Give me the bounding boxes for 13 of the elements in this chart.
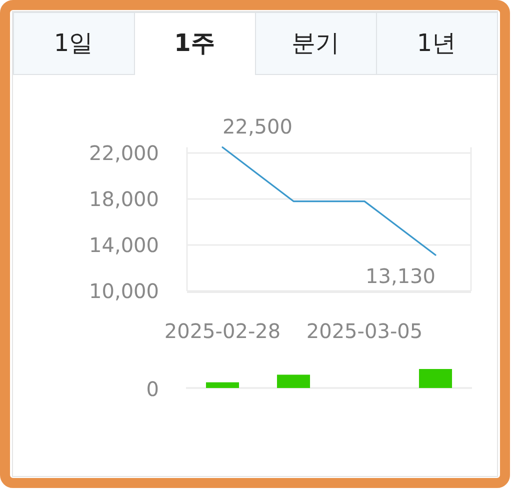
tab: 1주 <box>134 12 256 76</box>
y-tick-label: 22,000 <box>89 141 159 165</box>
annotations: 0 <box>146 377 159 401</box>
y-tick-label: 10,000 <box>89 279 159 303</box>
data-label: 22,500 <box>222 114 292 138</box>
y-tick-label: 18,000 <box>89 187 159 211</box>
tab: 분기 <box>255 12 377 75</box>
data-label: 13,130 <box>366 264 436 288</box>
tab: 1년 <box>376 12 498 75</box>
tab: 1일 <box>13 12 135 75</box>
y-tick-label: 14,000 <box>89 233 159 257</box>
x-tick-label: 2025-02-28 <box>164 319 281 343</box>
x-tick-label: 2025-03-05 <box>306 319 423 343</box>
